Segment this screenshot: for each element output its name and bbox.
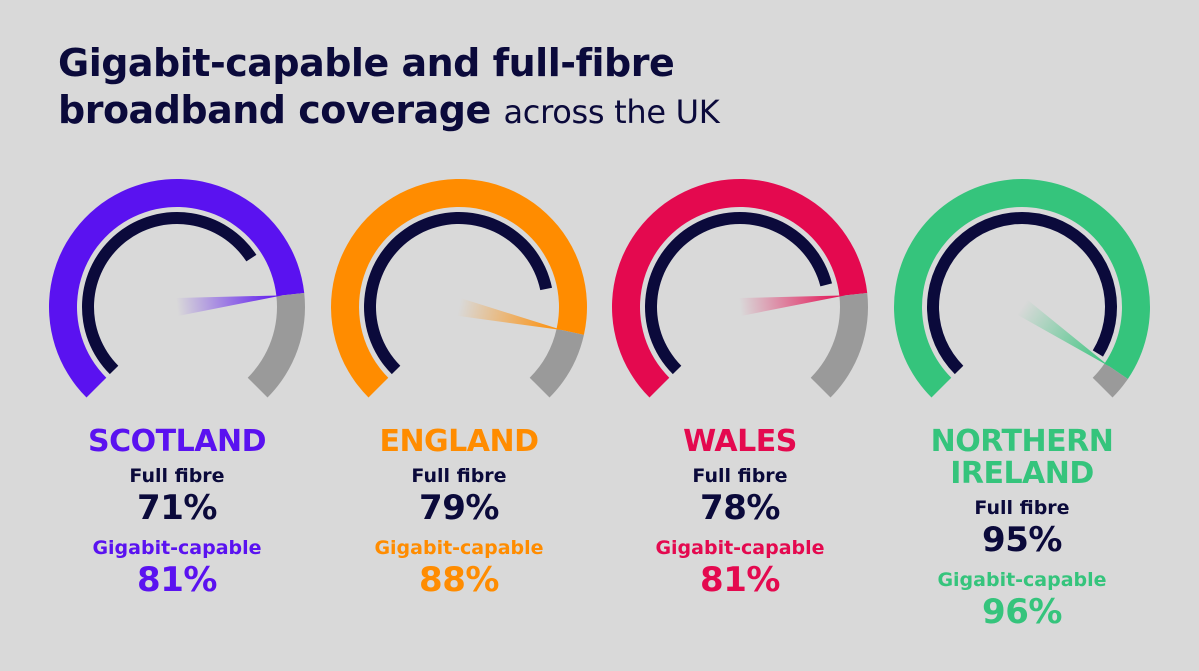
region-name-line: IRELAND	[950, 456, 1094, 491]
region-name: WALES	[605, 426, 875, 458]
gigabit-label: Gigabit-capable	[374, 537, 544, 559]
full-fibre-value: 78%	[700, 488, 780, 528]
remaining-arc-wales	[810, 292, 868, 398]
remaining-arc-england	[529, 328, 584, 398]
full-fibre-arc-northern-ireland	[927, 212, 1117, 375]
full-fibre-arc-wales	[644, 211, 833, 375]
gigabit-label: Gigabit-capable	[655, 537, 825, 559]
region-scotland: SCOTLAND Full fibre 71% Gigabit-capable 81%	[42, 426, 312, 601]
gigabit-label: Gigabit-capable	[937, 569, 1107, 591]
title-line-1: Gigabit-capable and full-fibre	[58, 41, 675, 85]
region-name-line: ENGLAND	[379, 424, 539, 459]
needle-scotland	[176, 295, 283, 316]
gigabit-arc-northern-ireland	[894, 179, 1150, 398]
needle-northern-ireland	[1016, 299, 1110, 367]
gigabit-arc-wales	[611, 178, 868, 398]
remaining-arc-northern-ireland	[1092, 363, 1128, 398]
gigabit-value: 81%	[137, 560, 217, 600]
gauge-northern-ireland	[894, 179, 1150, 398]
full-fibre-value: 71%	[137, 488, 217, 528]
region-name-line: WALES	[683, 424, 797, 459]
full-fibre-value: 79%	[419, 488, 499, 528]
region-name: ENGLAND	[324, 426, 594, 458]
gauge-england	[331, 179, 587, 398]
chart-title: Gigabit-capable and full-fibre broadband…	[58, 40, 958, 136]
gigabit-value: 88%	[419, 560, 499, 600]
gigabit-value: 96%	[982, 592, 1062, 632]
needle-wales	[739, 295, 846, 316]
region-northern-ireland: NORTHERN IRELAND Full fibre 95% Gigabit-capa…	[887, 426, 1157, 633]
full-fibre-label: Full fibre	[692, 465, 788, 487]
gigabit-value: 81%	[700, 560, 780, 600]
region-wales: WALES Full fibre 78% Gigabit-capable 81%	[605, 426, 875, 601]
full-fibre-label: Full fibre	[974, 497, 1070, 519]
title-line-2: broadband coverage	[58, 88, 491, 132]
region-name-line: SCOTLAND	[88, 424, 266, 459]
region-name: NORTHERN IRELAND	[887, 426, 1157, 490]
gauge-scotland	[49, 179, 305, 398]
full-fibre-arc-england	[363, 212, 553, 375]
gigabit-arc-england	[331, 179, 587, 398]
full-fibre-label: Full fibre	[411, 465, 507, 487]
region-name-line: NORTHERN	[930, 424, 1114, 459]
needle-england	[457, 298, 563, 331]
title-suffix: across the UK	[503, 93, 720, 131]
remaining-arc-scotland	[247, 292, 305, 398]
gigabit-arc-scotland	[49, 179, 305, 398]
region-name: SCOTLAND	[42, 426, 312, 458]
full-fibre-value: 95%	[982, 520, 1062, 560]
region-england: ENGLAND Full fibre 79% Gigabit-capable 88%	[324, 426, 594, 601]
gigabit-label: Gigabit-capable	[92, 537, 262, 559]
gauge-wales	[611, 178, 868, 398]
full-fibre-label: Full fibre	[129, 465, 225, 487]
full-fibre-arc-scotland	[82, 212, 257, 375]
